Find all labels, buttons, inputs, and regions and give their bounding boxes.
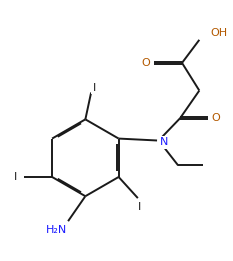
Text: I: I [93, 83, 96, 93]
Text: I: I [138, 201, 141, 212]
Text: I: I [14, 172, 18, 182]
Text: H₂N: H₂N [46, 225, 67, 235]
Text: N: N [160, 137, 168, 147]
Text: O: O [141, 58, 150, 68]
Text: OH: OH [210, 28, 227, 38]
Text: O: O [212, 113, 221, 123]
